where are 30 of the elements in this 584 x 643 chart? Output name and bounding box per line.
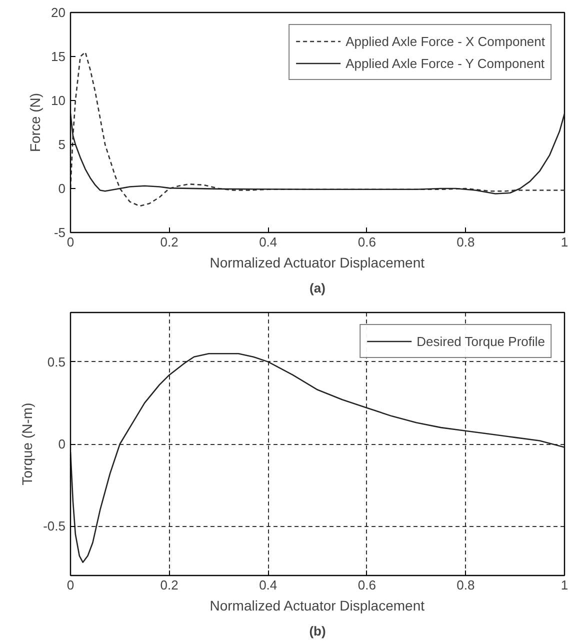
line-series (70, 113, 564, 194)
x-tick-label: 0.2 (160, 234, 178, 250)
y-tick-label: -0.5 (43, 518, 66, 534)
x-tick-label: 0.4 (259, 578, 278, 592)
x-tick-label: 1 (560, 578, 568, 592)
y-tick-label: 0.5 (47, 354, 66, 370)
x-axis-title: Normalized Actuator Displacement (210, 598, 425, 614)
x-axis-title: Normalized Actuator Displacement (210, 254, 425, 270)
legend-label: Applied Axle Force - Y Component (346, 56, 545, 70)
x-tick-label: 0.6 (358, 234, 376, 250)
x-tick-label: 0.8 (456, 234, 475, 250)
x-tick-label: 0.8 (456, 578, 475, 592)
x-tick-label: 0.2 (160, 578, 178, 592)
y-tick-label: 10 (51, 93, 66, 108)
y-tick-label: 15 (51, 49, 66, 64)
y-tick-label: 0 (58, 181, 66, 196)
text: (b) (309, 624, 326, 638)
y-axis-title: Torque (N-m) (19, 402, 36, 486)
legend-label: Applied Axle Force - X Component (346, 34, 545, 48)
line-series (70, 352, 564, 563)
y-tick-label: 0 (58, 436, 66, 452)
legend-label: Desired Torque Profile (416, 334, 545, 348)
y-tick-label: 20 (51, 5, 66, 20)
y-tick-label: -5 (54, 225, 66, 240)
y-axis-title: Force (N) (27, 92, 44, 152)
text: (a) (310, 280, 326, 296)
x-tick-label: 0.4 (259, 234, 278, 250)
x-tick-label: 0.6 (358, 578, 376, 592)
x-tick-label: 1 (560, 234, 568, 250)
y-tick-label: 5 (58, 137, 66, 152)
